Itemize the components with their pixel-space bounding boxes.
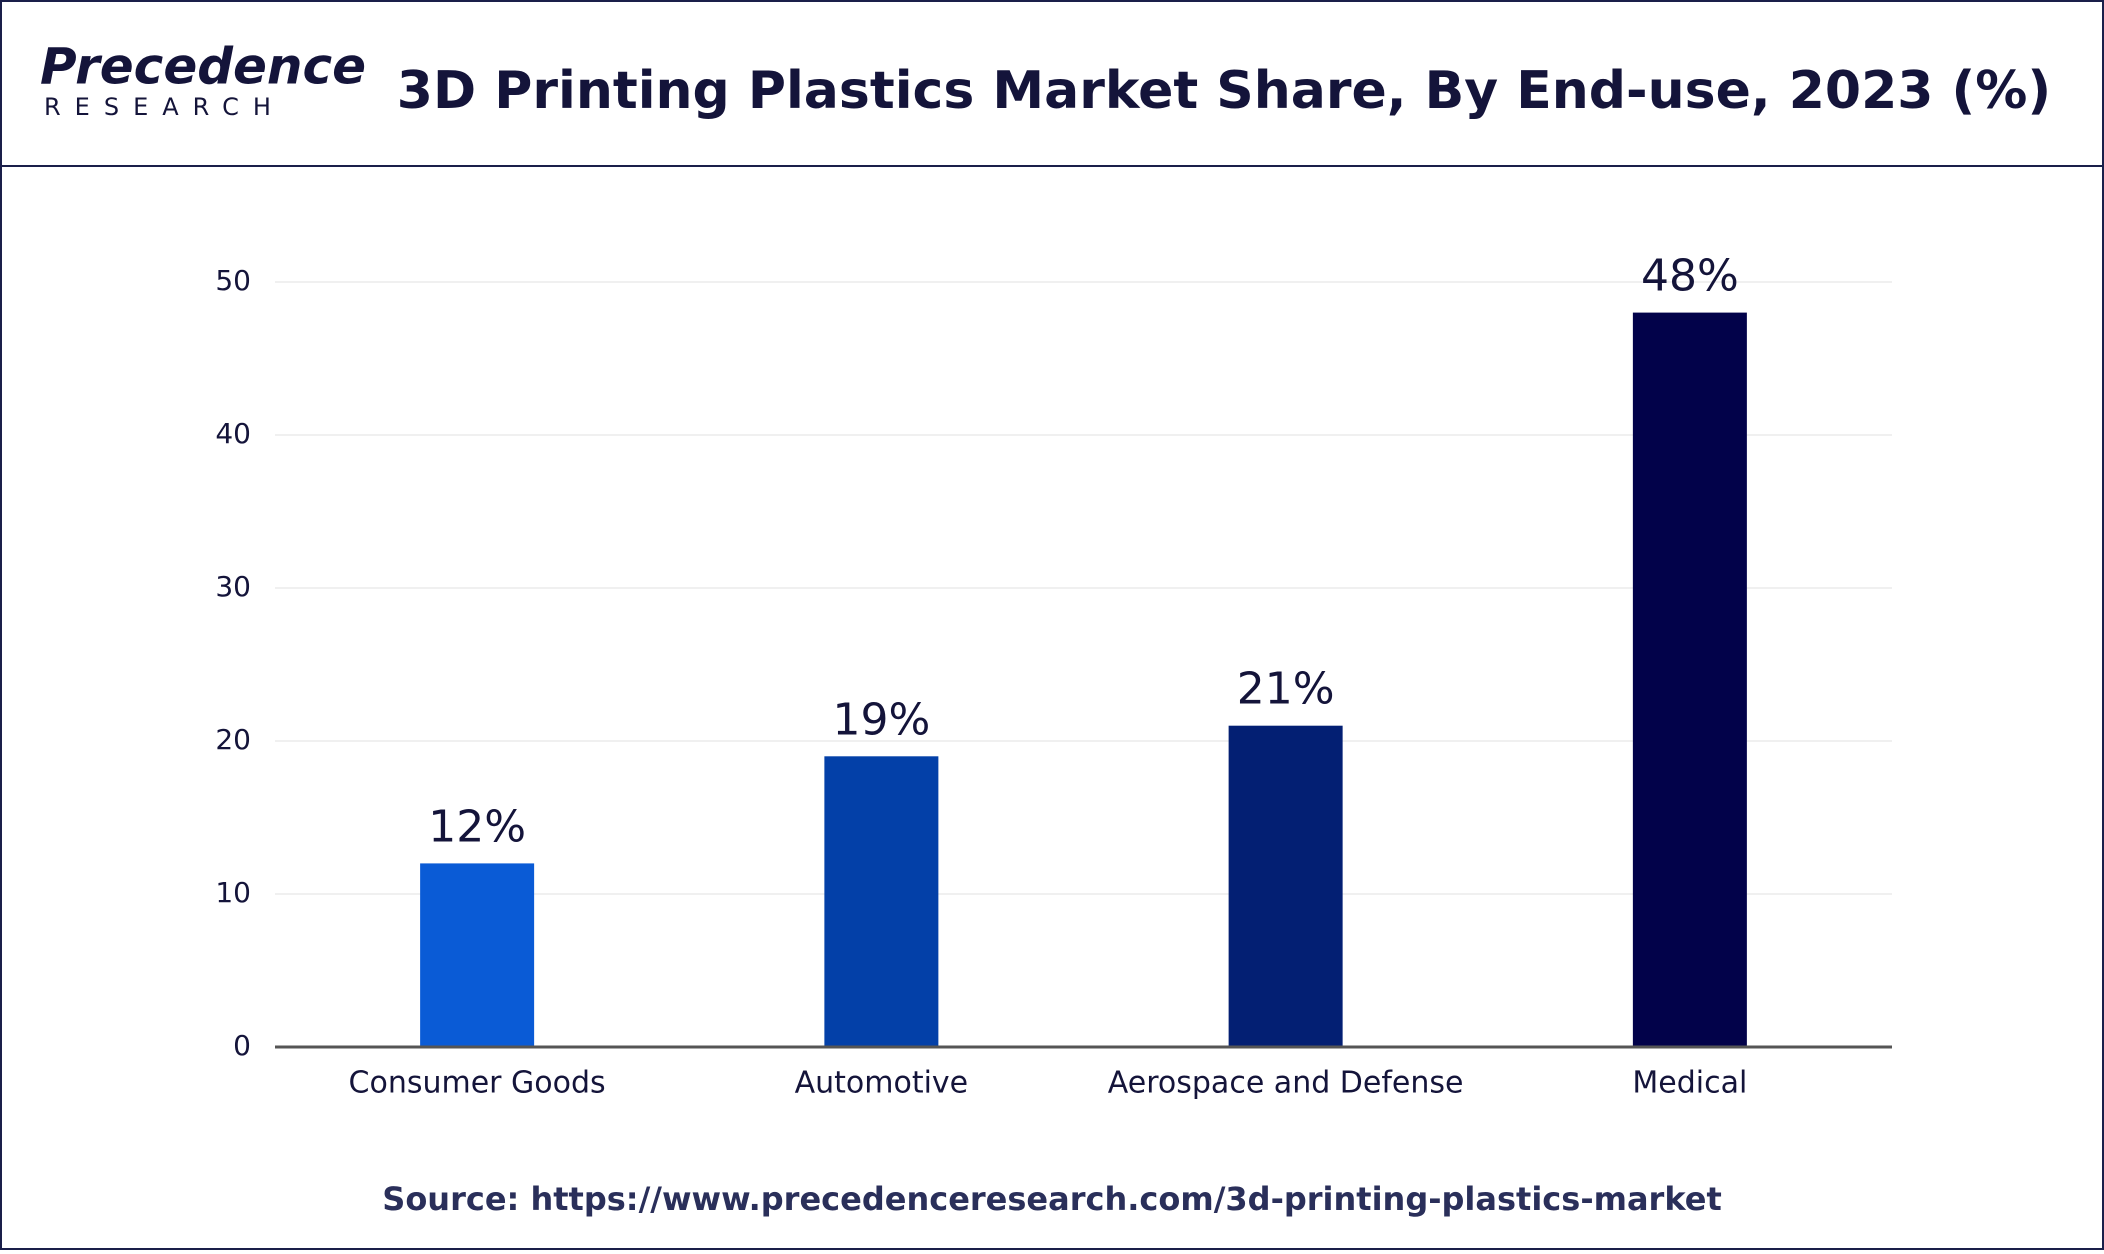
logo-sub: RESEARCH — [44, 93, 285, 121]
bar — [1632, 312, 1747, 1048]
value-label: 19% — [832, 694, 930, 745]
x-tick-label: Medical — [1632, 1066, 1747, 1101]
y-tick-label: 0 — [233, 1029, 251, 1062]
logo-name: Precedence — [40, 38, 366, 96]
y-tick-label: 40 — [215, 417, 251, 450]
chart-title: 3D Printing Plastics Market Share, By En… — [397, 61, 2051, 121]
y-tick-label: 50 — [215, 264, 251, 297]
source: Source: https://www.precedenceresearch.c… — [382, 1180, 1721, 1218]
x-tick-label: Automotive — [795, 1066, 969, 1101]
bar — [420, 863, 535, 1047]
y-tick-label: 20 — [215, 723, 251, 756]
value-label: 21% — [1237, 664, 1335, 715]
x-tick-label: Aerospace and Defense — [1108, 1066, 1464, 1101]
bar — [1228, 725, 1343, 1047]
y-tick-label: 10 — [215, 876, 251, 909]
y-tick-label: 30 — [215, 570, 251, 603]
value-label: 12% — [428, 801, 526, 852]
bar — [824, 756, 939, 1047]
value-label: 48% — [1641, 251, 1739, 302]
x-tick-label: Consumer Goods — [349, 1066, 606, 1101]
